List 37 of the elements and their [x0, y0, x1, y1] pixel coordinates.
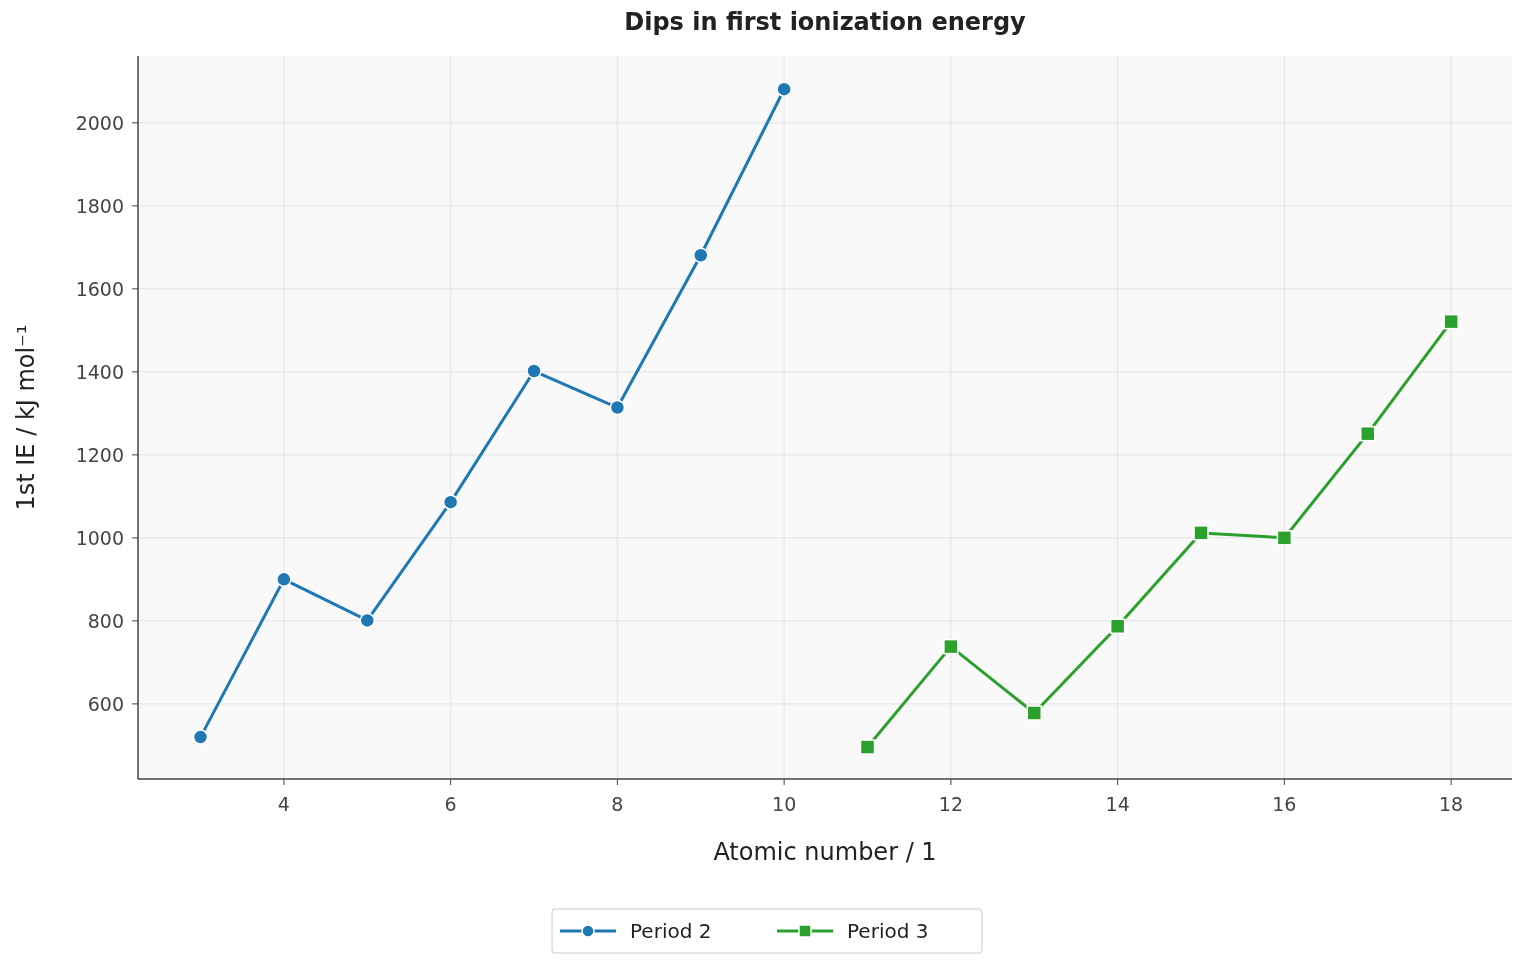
x-tick-label: 18 [1439, 793, 1464, 815]
point [1443, 313, 1459, 330]
y-tick-label: 800 [87, 609, 124, 632]
y-tick-label: 1600 [75, 277, 124, 300]
point [442, 494, 459, 510]
y-axis-title: 1st IE / kJ mol⁻¹ [12, 324, 40, 511]
y-tick-label: 1800 [75, 194, 124, 217]
point [526, 363, 542, 379]
x-tick-label: 10 [772, 793, 797, 815]
point [359, 612, 376, 629]
point [859, 739, 876, 755]
point [192, 729, 209, 745]
point [693, 247, 709, 263]
x-tick-label: 12 [938, 793, 963, 815]
y-tick-label: 1200 [75, 443, 124, 466]
point [1276, 530, 1293, 546]
y-tick-label: 1000 [75, 526, 124, 549]
x-tick-label: 6 [444, 793, 457, 815]
legend-label: Period 2 [630, 919, 712, 943]
point [943, 638, 959, 655]
x-tick-label: 4 [277, 793, 290, 815]
y-tick-label: 1400 [75, 360, 124, 383]
point [1193, 525, 1209, 541]
legend-label: Period 3 [847, 919, 929, 943]
point [1109, 618, 1126, 635]
y-tick-label: 600 [87, 692, 124, 715]
x-tick-label: 16 [1272, 793, 1297, 815]
point [609, 399, 626, 416]
point [776, 81, 792, 97]
y-tick-label: 2000 [75, 111, 124, 134]
x-axis-title: Atomic number / 1 [713, 838, 937, 866]
x-tick-label: 14 [1105, 793, 1130, 815]
point [1360, 425, 1376, 442]
point [1026, 705, 1043, 721]
x-tick-label: 8 [611, 793, 624, 815]
point [276, 571, 292, 588]
chart-title: Dips in first ionization energy [624, 8, 1027, 36]
